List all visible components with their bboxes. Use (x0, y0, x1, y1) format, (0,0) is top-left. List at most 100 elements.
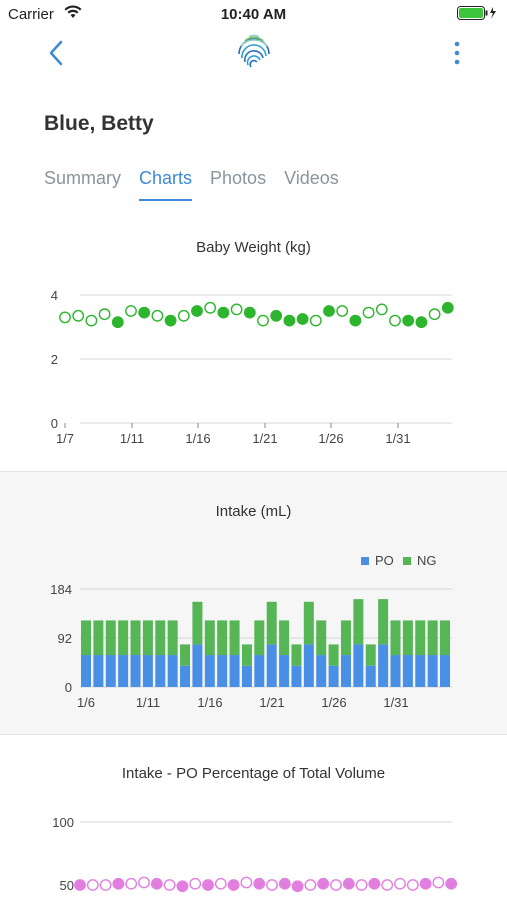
x-tick-label: 1/16 (185, 431, 210, 446)
bar-po (415, 655, 426, 687)
nav-bar (0, 28, 507, 78)
data-point (98, 308, 111, 321)
status-bar: Carrier 10:40 AM (0, 0, 507, 28)
legend-label: NG (417, 553, 437, 568)
bar-po (93, 655, 104, 687)
bar-ng (279, 620, 290, 656)
bar-ng (266, 601, 277, 645)
back-button[interactable] (42, 38, 72, 68)
x-tick-label: 1/21 (252, 431, 277, 446)
data-point (419, 877, 432, 890)
weight-chart: 0 2 4 1/7 1/11 1/16 1/21 1/26 1/31 (51, 288, 454, 446)
bar-po (291, 665, 302, 687)
x-tick-label: 1/31 (385, 431, 410, 446)
data-point (86, 879, 99, 891)
po-percentage-chart: 50 100 (52, 815, 458, 893)
data-point (176, 880, 189, 893)
bar-po (180, 665, 191, 687)
bar-ng (155, 620, 166, 656)
data-point (59, 311, 71, 324)
bar-po (167, 655, 178, 687)
bar-po (353, 644, 364, 687)
data-point (317, 877, 330, 890)
data-point (227, 879, 240, 891)
po-percentage-chart-title: Intake - PO Percentage of Total Volume (121, 765, 386, 782)
carrier-label: Carrier (8, 6, 54, 23)
chevron-left-icon (49, 40, 63, 66)
y-tick-label: 0 (51, 416, 58, 431)
y-tick-label: 2 (51, 352, 58, 367)
data-point (204, 301, 217, 314)
bar-po (130, 655, 141, 687)
bar-ng (241, 644, 252, 666)
bar-po (365, 665, 376, 687)
data-point (202, 879, 214, 891)
bar-ng (93, 620, 104, 656)
bar-po (204, 655, 215, 687)
data-point (270, 309, 283, 322)
data-point (214, 877, 227, 890)
bar-ng (415, 620, 426, 656)
tab-charts[interactable]: Charts (139, 168, 193, 201)
bar-ng (180, 644, 191, 666)
data-point (243, 306, 256, 319)
bar-ng (254, 620, 265, 656)
data-point (164, 314, 177, 327)
bar-po (241, 665, 252, 687)
data-point (415, 316, 428, 329)
data-point (230, 303, 243, 316)
bar-ng (353, 599, 364, 645)
x-tick-label: 1/26 (318, 431, 343, 446)
bar-po (402, 655, 413, 687)
data-point (138, 306, 151, 319)
bar-ng (427, 620, 438, 656)
bar-po (118, 655, 129, 687)
data-point (74, 879, 86, 891)
data-point (266, 879, 278, 891)
data-point (355, 879, 368, 891)
more-button[interactable] (447, 38, 467, 68)
data-point (368, 877, 381, 890)
intake-chart-title: Intake (mL) (215, 503, 292, 520)
patient-name: Blue, Betty (44, 112, 154, 135)
data-point (150, 877, 163, 890)
data-point (428, 308, 441, 321)
data-point (336, 305, 349, 317)
weight-chart-title: Baby Weight (kg) (196, 239, 311, 256)
data-point (278, 877, 291, 890)
bar-po (340, 655, 351, 687)
data-point (163, 879, 176, 891)
bar-po (105, 655, 116, 687)
battery-icon (457, 6, 497, 24)
y-tick-label: 100 (52, 815, 74, 830)
bar-po (378, 644, 389, 687)
weight-chart-section: Baby Weight (kg) 0 2 4 1/7 1/11 1/16 1/21 1/26 1… (0, 215, 507, 472)
data-point (151, 309, 164, 322)
intake-chart-section: Intake (mL) 0 92 184 PO NG 1/6 1/11 1/16 1/21 1/2… (0, 472, 507, 735)
bar-ng (316, 620, 327, 656)
data-point (402, 314, 415, 327)
tab-videos[interactable]: Videos (284, 168, 339, 188)
data-point (330, 879, 342, 891)
wifi-icon (64, 5, 82, 23)
data-point (375, 303, 388, 316)
data-point (112, 877, 125, 890)
data-point (381, 879, 394, 891)
legend-swatch (403, 557, 411, 565)
bar-ng (204, 620, 215, 656)
bar-ng (365, 644, 376, 666)
bar-po (279, 655, 290, 687)
tab-summary[interactable]: Summary (44, 168, 122, 188)
data-point (99, 879, 112, 891)
data-point (389, 314, 401, 327)
tab-photos[interactable]: Photos (210, 168, 267, 188)
data-point (296, 313, 309, 325)
data-point (309, 314, 322, 327)
data-point (240, 876, 253, 889)
data-point (283, 314, 296, 327)
data-point (432, 876, 445, 889)
bar-ng (378, 599, 389, 645)
x-tick-label: 1/21 (259, 695, 284, 710)
tab-bar: Summary Charts Photos Videos (44, 168, 357, 201)
bar-po (316, 655, 327, 687)
